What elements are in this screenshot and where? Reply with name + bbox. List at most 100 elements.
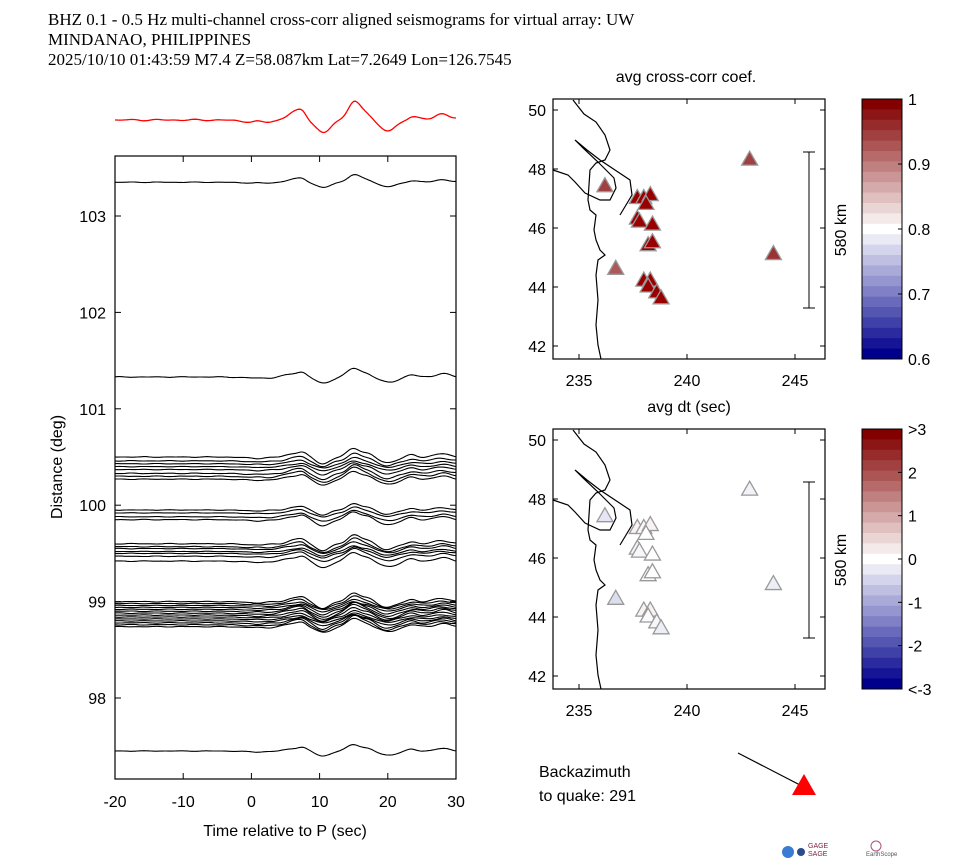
station-marker [606,588,625,605]
seismogram-trace [115,613,457,627]
colorbar-swatch [862,533,902,544]
colorbar-swatch [862,481,902,492]
station-marker [764,244,783,261]
colorbar-swatch [862,161,902,173]
seismogram-trace [115,610,456,623]
colorbar-swatch [862,119,902,131]
colorbar-swatch [862,678,902,690]
y-tick-label: 100 [79,498,106,515]
colorbar-swatch [862,338,902,350]
seismogram-trace [114,541,457,554]
colorbar-swatch [862,171,902,183]
y-tick-label: 99 [88,595,106,612]
seismogram-trace [114,598,457,611]
colorbar-swatch [862,99,902,110]
colorbar-tick-label: 0.6 [908,352,930,369]
colorbar-swatch [862,130,902,142]
colorbar-swatch [862,265,902,277]
seismogram-trace [114,534,457,552]
colorbar-swatch [862,234,902,246]
seismogram-trace [114,546,456,559]
colorbar-tick-label: -1 [908,595,922,612]
colorbar-tick-label: >3 [908,422,926,439]
x-tick-label: 10 [311,794,329,811]
seismogram-trace [114,470,457,486]
gage-logo: GAGE [808,843,829,850]
colorbar-swatch [862,460,902,472]
x-tick-label: -20 [103,794,126,811]
seismogram-trace [114,614,457,630]
nsf-logo [782,846,794,858]
colorbar-swatch [862,255,902,266]
seismogram-trace [114,447,457,465]
title-line-2: MINDANAO, PHILIPPINES [48,30,252,49]
colorbar-swatch [862,317,902,329]
colorbar-swatch [862,657,902,669]
seismogram-trace [114,744,457,757]
colorbar-swatch [862,637,902,648]
colorbar-swatch [862,140,902,152]
y-tick-label: 50 [528,433,546,450]
colorbar-swatch [862,574,902,586]
station-marker [630,211,649,228]
map-title: avg cross-corr coef. [616,69,756,86]
y-tick-label: 42 [528,669,546,686]
seismogram-trace [114,617,457,633]
x-tick-label: 235 [566,373,593,390]
y-tick-label: 101 [79,402,106,419]
nasa-logo [797,848,805,856]
backazimuth-triangle [792,774,816,795]
colorbar-swatch [862,543,902,555]
seismogram-trace [114,506,456,518]
scale-bar [803,481,815,639]
y-tick-label: 46 [528,551,546,568]
station-marker [651,618,671,635]
station-marker [740,149,759,166]
seismogram-trace [115,607,457,622]
colorbar-swatch [862,522,902,534]
colorbar-swatch [862,501,902,513]
backazimuth-line [737,752,801,786]
y-tick-label: 44 [528,610,546,627]
sage-logo: SAGE [808,851,828,858]
station-marker [595,176,615,193]
colorbar-swatch [862,647,902,659]
colorbar-swatch [862,553,902,565]
seismogram-trace [115,545,457,557]
colorbar-swatch [862,192,902,204]
colorbar-swatch [862,275,902,287]
colorbar-swatch [862,585,902,596]
colorbar-swatch [862,307,902,318]
x-axis-label: Time relative to P (sec) [203,823,367,840]
coastline [572,429,611,690]
station-marker [643,214,662,231]
logos: GAGE SAGE [808,843,828,859]
seismogram-trace [115,174,456,188]
seismogram-trace [115,547,457,562]
map-axes [552,428,826,690]
y-tick-label: 103 [79,209,106,226]
seismogram-trace [115,511,457,527]
colorbar-swatch [862,616,902,628]
backazimuth-label: Backazimuth [539,764,631,781]
station-marker [638,276,658,293]
colorbar-swatch [862,449,902,461]
y-tick-label: 98 [88,691,106,708]
x-tick-label: -10 [172,794,195,811]
colorbar-swatch [862,512,902,524]
earthscope-icon [870,840,882,852]
colorbar-swatch [862,296,902,308]
colorbar-swatch [862,470,902,482]
seismogram-trace [115,614,456,632]
coastline [572,99,611,360]
colorbar-tick-label: -2 [908,639,922,656]
colorbar-swatch [862,626,902,638]
scale-bar-label: 580 km [833,204,850,256]
colorbar-swatch [862,348,902,360]
colorbar-swatch [862,286,902,298]
y-tick-label: 50 [528,103,546,120]
earthscope-logo: EarthScope [866,852,898,858]
y-tick-label: 102 [79,305,106,322]
colorbar-swatch [862,439,902,451]
